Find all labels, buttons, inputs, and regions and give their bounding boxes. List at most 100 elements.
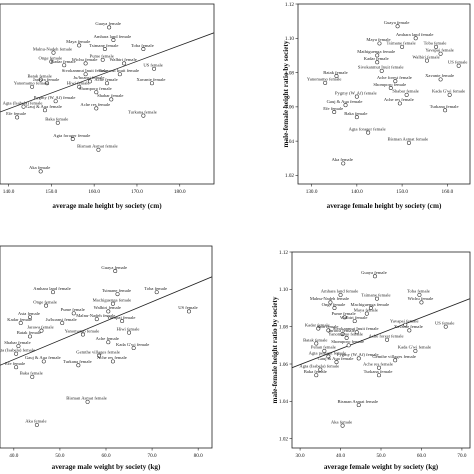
data-point	[377, 365, 381, 370]
data-point	[85, 399, 90, 404]
point-label: Maya female	[354, 307, 378, 312]
data-point	[413, 36, 418, 41]
data-point	[113, 269, 118, 273]
y-tick-label: 1.12	[285, 2, 294, 8]
point-label: Yanomamo female	[14, 81, 49, 86]
y-tick-label: 1.04	[279, 399, 288, 405]
data-point	[344, 335, 349, 340]
data-point	[16, 344, 21, 349]
data-point	[149, 81, 154, 86]
data-point	[105, 81, 109, 86]
x-tick-label: 30.0	[296, 453, 305, 459]
point-label: Batak female	[17, 330, 41, 335]
point-label: Malnu-Nadeh female	[310, 296, 349, 301]
data-point	[406, 140, 411, 145]
data-point	[443, 324, 448, 329]
data-point	[388, 86, 393, 90]
data-point	[15, 115, 20, 120]
x-tick-label: 180.0	[174, 189, 186, 195]
data-point	[354, 330, 359, 335]
x-tick-label: 60.0	[417, 453, 426, 459]
data-point	[456, 63, 461, 68]
point-label: Yavapai female	[107, 315, 136, 320]
point-label: Yanomamo female	[65, 328, 100, 333]
point-label: Baka female	[20, 371, 43, 376]
data-point	[51, 290, 55, 295]
point-label: Yanomamo female	[307, 77, 342, 82]
data-point	[393, 79, 398, 84]
data-point	[21, 104, 26, 109]
point-label: Gemthe villages female	[76, 349, 120, 354]
data-point	[77, 43, 82, 48]
data-point	[332, 110, 337, 114]
point-label: Maya female	[366, 37, 390, 42]
point-label: Pume female	[332, 311, 356, 316]
point-label: Kadar female	[305, 322, 330, 327]
data-point	[356, 356, 361, 361]
point-label: Guaya female	[95, 21, 121, 26]
point-label: Wichu female	[72, 57, 98, 62]
data-point	[314, 373, 319, 378]
data-point	[338, 292, 343, 297]
x-tick-label: 40.0	[336, 453, 345, 459]
data-point	[14, 365, 19, 370]
point-label: Aka female	[332, 157, 353, 162]
point-label: Shomporo female	[373, 82, 406, 87]
point-label: Aka female	[25, 419, 46, 424]
data-point	[343, 103, 348, 108]
point-label: Yavapai female	[390, 319, 419, 324]
data-point	[115, 292, 120, 297]
point-label: Gemthe villages female	[372, 354, 416, 359]
data-point	[110, 301, 115, 306]
data-point	[326, 328, 331, 333]
data-point	[443, 108, 448, 113]
data-point	[334, 74, 339, 78]
point-label: Kada G'wi female	[116, 342, 149, 347]
data-point	[425, 58, 429, 63]
point-label: Malnu-Nadeh female	[33, 46, 72, 51]
point-label: Tsimane female	[387, 41, 416, 46]
data-point	[83, 72, 88, 77]
data-point	[102, 47, 107, 51]
point-label: Amhara land female	[33, 286, 71, 291]
data-point	[152, 66, 157, 71]
data-point	[94, 317, 99, 322]
point-label: Ache res female	[80, 102, 110, 107]
point-label: Onge female	[322, 302, 346, 307]
data-point	[434, 44, 439, 49]
plot-area: Guaya female Toba female Amhara land femal…	[0, 265, 212, 427]
x-tick-label: 150.0	[46, 189, 58, 195]
point-label: Amhara land female	[94, 34, 132, 39]
point-label: Turkana female	[430, 104, 459, 109]
point-label: Guaya female	[384, 20, 410, 25]
point-label: Xavante female	[394, 324, 423, 329]
point-label: Ache res female	[384, 97, 414, 102]
point-label: Jarawa female	[33, 77, 59, 82]
x-tick-label: 60.0	[101, 453, 110, 459]
x-tick-label: 140.0	[3, 189, 15, 195]
x-axis-label: average male weight by society (kg)	[52, 463, 161, 471]
data-point	[354, 115, 359, 120]
point-label: Sivokanmut Inuit female	[62, 68, 108, 73]
data-point	[334, 360, 339, 365]
point-label: Shomporo female	[79, 86, 112, 91]
data-point	[340, 423, 345, 428]
x-tick-label: 140.0	[351, 189, 363, 195]
x-tick-label: 160.0	[88, 189, 100, 195]
point-label: Malnu-Nadeh female	[76, 313, 115, 318]
data-point	[70, 137, 75, 141]
point-label: Asta female	[316, 324, 338, 329]
point-label: Walbiri female	[109, 57, 136, 62]
point-label: Walbiri female	[340, 315, 367, 320]
point-label: Maya female	[66, 39, 90, 44]
point-label: Walbiri female	[412, 54, 439, 59]
x-axis-label: average female weight by society (kg)	[324, 463, 439, 471]
y-tick-label: 1.10	[285, 36, 294, 42]
point-label: Onge female	[39, 55, 63, 60]
data-point	[107, 25, 112, 30]
data-point	[55, 120, 60, 125]
point-label: Baka female	[45, 117, 68, 122]
data-point	[332, 306, 337, 310]
data-point	[120, 319, 125, 324]
point-label: Bisman Asmat female	[337, 399, 378, 404]
